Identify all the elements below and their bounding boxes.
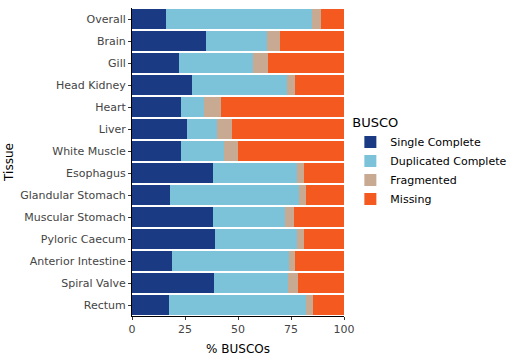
svg-text:Fragmented: Fragmented [390, 174, 456, 187]
svg-text:Glandular Stomach: Glandular Stomach [20, 189, 126, 202]
svg-text:White Muscle: White Muscle [52, 145, 126, 158]
svg-text:Overall: Overall [86, 13, 125, 26]
svg-text:Single Complete: Single Complete [390, 136, 481, 149]
svg-text:Spiral Valve: Spiral Valve [61, 277, 126, 290]
svg-text:BUSCO: BUSCO [352, 115, 398, 130]
svg-text:50: 50 [231, 323, 245, 336]
svg-text:Gill: Gill [108, 57, 126, 70]
svg-text:Missing: Missing [390, 193, 431, 206]
svg-text:75: 75 [284, 323, 298, 336]
svg-text:Anterior Intestine: Anterior Intestine [30, 255, 126, 268]
svg-text:Head Kidney: Head Kidney [56, 79, 126, 92]
svg-text:Esophagus: Esophagus [66, 167, 126, 180]
svg-text:Tissue: Tissue [2, 143, 16, 182]
svg-text:Duplicated Complete: Duplicated Complete [390, 155, 506, 168]
svg-text:Muscular Stomach: Muscular Stomach [24, 211, 126, 224]
svg-text:100: 100 [334, 323, 355, 336]
svg-text:25: 25 [178, 323, 192, 336]
svg-text:Heart: Heart [95, 101, 126, 114]
svg-text:Pyloric Caecum: Pyloric Caecum [41, 233, 126, 246]
svg-text:0: 0 [129, 323, 136, 336]
svg-text:Rectum: Rectum [84, 299, 126, 312]
svg-text:Brain: Brain [97, 35, 126, 48]
svg-text:% BUSCOs: % BUSCOs [206, 342, 270, 356]
svg-text:Liver: Liver [99, 123, 126, 136]
